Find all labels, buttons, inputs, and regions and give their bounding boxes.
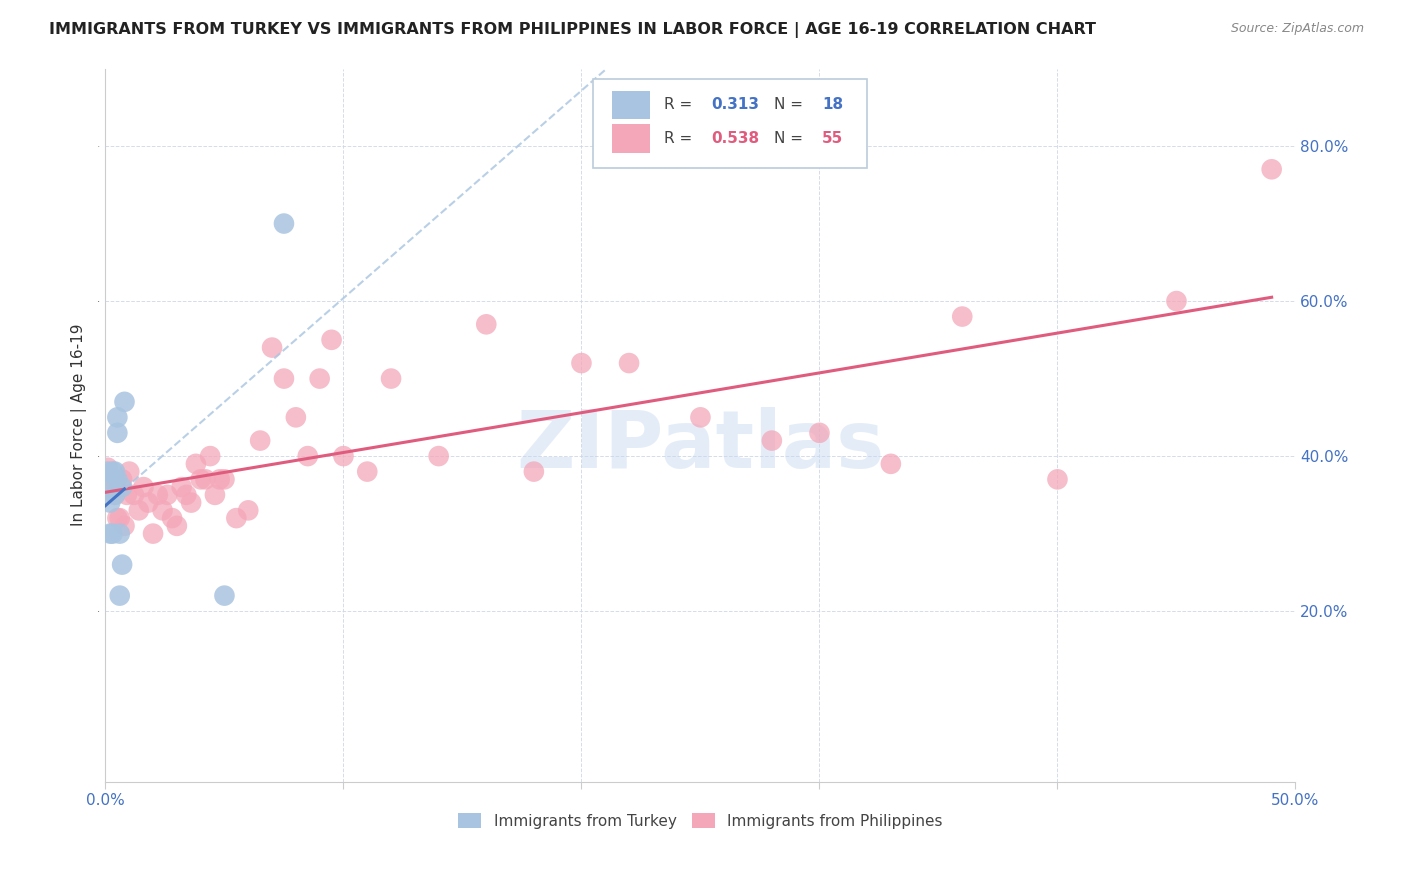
Point [190,472,212,486]
Point [156,488,179,502]
Point [284,410,307,425]
Point [105,410,128,425]
Point [523,465,546,479]
Text: N =: N = [775,97,808,112]
Point [101,526,124,541]
Point [332,449,354,463]
Point [180,495,202,509]
Point [170,480,193,494]
Point [308,371,330,385]
Point [198,449,221,463]
Point [617,356,640,370]
Point [273,217,295,231]
Point [105,472,128,486]
Point [571,356,593,370]
Text: R =: R = [664,131,697,146]
Point [225,511,247,525]
Point [114,519,136,533]
Text: R =: R = [664,97,697,112]
Point [97,465,120,479]
Text: N =: N = [775,131,808,146]
Point [101,465,124,479]
Point [111,480,134,494]
Point [214,472,236,486]
Point [297,449,319,463]
FancyBboxPatch shape [593,79,868,169]
Point [136,495,159,509]
Point [104,488,127,502]
Point [104,465,127,479]
Point [97,480,120,494]
Point [108,511,131,525]
Text: 55: 55 [823,131,844,146]
FancyBboxPatch shape [613,91,651,120]
Point [194,472,217,486]
Point [475,318,498,332]
Point [160,511,183,525]
Point [208,472,231,486]
Point [132,480,155,494]
Point [321,333,343,347]
Point [98,526,121,541]
Point [184,457,207,471]
Text: IMMIGRANTS FROM TURKEY VS IMMIGRANTS FROM PHILIPPINES IN LABOR FORCE | AGE 16-19: IMMIGRANTS FROM TURKEY VS IMMIGRANTS FRO… [49,22,1097,38]
Text: Source: ZipAtlas.com: Source: ZipAtlas.com [1230,22,1364,36]
Point [950,310,973,324]
Point [104,488,127,502]
Point [689,410,711,425]
Point [105,511,128,525]
Point [128,503,150,517]
Text: ZIPatlas: ZIPatlas [516,408,884,485]
Point [262,341,284,355]
Point [1260,162,1282,177]
Point [142,526,165,541]
Text: 0.538: 0.538 [711,131,759,146]
Point [118,465,141,479]
Point [152,503,174,517]
Point [166,519,188,533]
Point [115,488,138,502]
Point [146,488,169,502]
Point [808,425,831,440]
Point [98,495,121,509]
Point [101,472,124,486]
Legend: Immigrants from Turkey, Immigrants from Philippines: Immigrants from Turkey, Immigrants from … [453,806,949,835]
FancyBboxPatch shape [613,124,651,153]
Point [108,526,131,541]
Point [105,425,128,440]
Point [761,434,783,448]
Point [214,589,236,603]
Point [204,488,226,502]
Point [108,589,131,603]
Point [114,394,136,409]
Point [380,371,402,385]
Point [238,503,260,517]
Point [880,457,903,471]
Y-axis label: In Labor Force | Age 16-19: In Labor Force | Age 16-19 [72,324,87,526]
Point [1166,294,1188,309]
Point [356,465,378,479]
Point [111,472,134,486]
Point [427,449,450,463]
Point [273,371,295,385]
Point [249,434,271,448]
Text: 0.313: 0.313 [711,97,759,112]
Point [1046,472,1069,486]
Text: 18: 18 [823,97,844,112]
Point [176,488,198,502]
Point [111,558,134,572]
Point [97,460,120,475]
Point [122,488,145,502]
Point [98,472,121,486]
